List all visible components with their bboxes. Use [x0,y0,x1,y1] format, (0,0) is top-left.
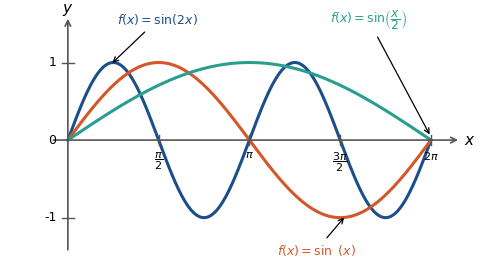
Text: $f(x) = \sin\ (x)$: $f(x) = \sin\ (x)$ [277,218,356,258]
Text: -1: -1 [44,211,56,224]
Text: $2\pi$: $2\pi$ [423,150,439,162]
Text: $\pi$: $\pi$ [245,150,254,160]
Text: $f(x) = \sin(2x)$: $f(x) = \sin(2x)$ [113,12,198,62]
Text: $\dfrac{\pi}{2}$: $\dfrac{\pi}{2}$ [154,150,163,172]
Text: $f(x) = \sin\!\left(\dfrac{x}{2}\right)$: $f(x) = \sin\!\left(\dfrac{x}{2}\right)$ [330,8,429,133]
Text: $x$: $x$ [464,133,475,148]
Text: 0: 0 [48,134,56,147]
Text: 1: 1 [48,56,56,69]
Text: $\dfrac{3\pi}{2}$: $\dfrac{3\pi}{2}$ [332,150,348,174]
Text: $y$: $y$ [62,2,74,18]
